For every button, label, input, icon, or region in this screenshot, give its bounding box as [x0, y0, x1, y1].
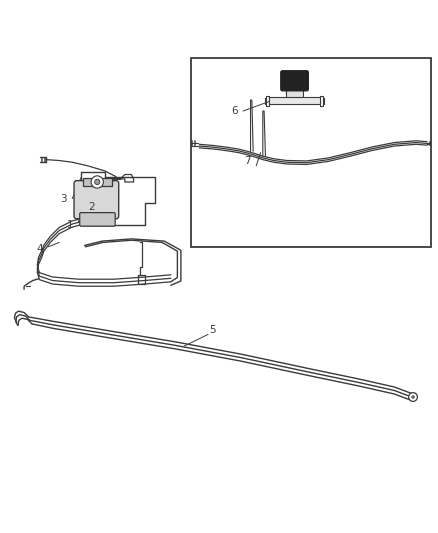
Text: 7: 7 [244, 156, 251, 166]
FancyBboxPatch shape [80, 213, 115, 226]
Bar [191, 59, 431, 247]
Bar [286, 88, 303, 98]
Circle shape [91, 176, 103, 188]
Bar [83, 179, 112, 187]
Circle shape [409, 393, 417, 401]
Circle shape [95, 179, 100, 184]
Bar [269, 96, 320, 104]
Text: 4: 4 [36, 244, 43, 254]
FancyBboxPatch shape [74, 181, 119, 219]
FancyBboxPatch shape [281, 71, 308, 91]
Text: 3: 3 [60, 193, 67, 204]
Circle shape [412, 395, 414, 398]
Text: 6: 6 [231, 106, 238, 116]
Text: 1: 1 [67, 220, 74, 230]
Text: 2: 2 [88, 203, 95, 212]
Text: 5: 5 [209, 325, 216, 335]
